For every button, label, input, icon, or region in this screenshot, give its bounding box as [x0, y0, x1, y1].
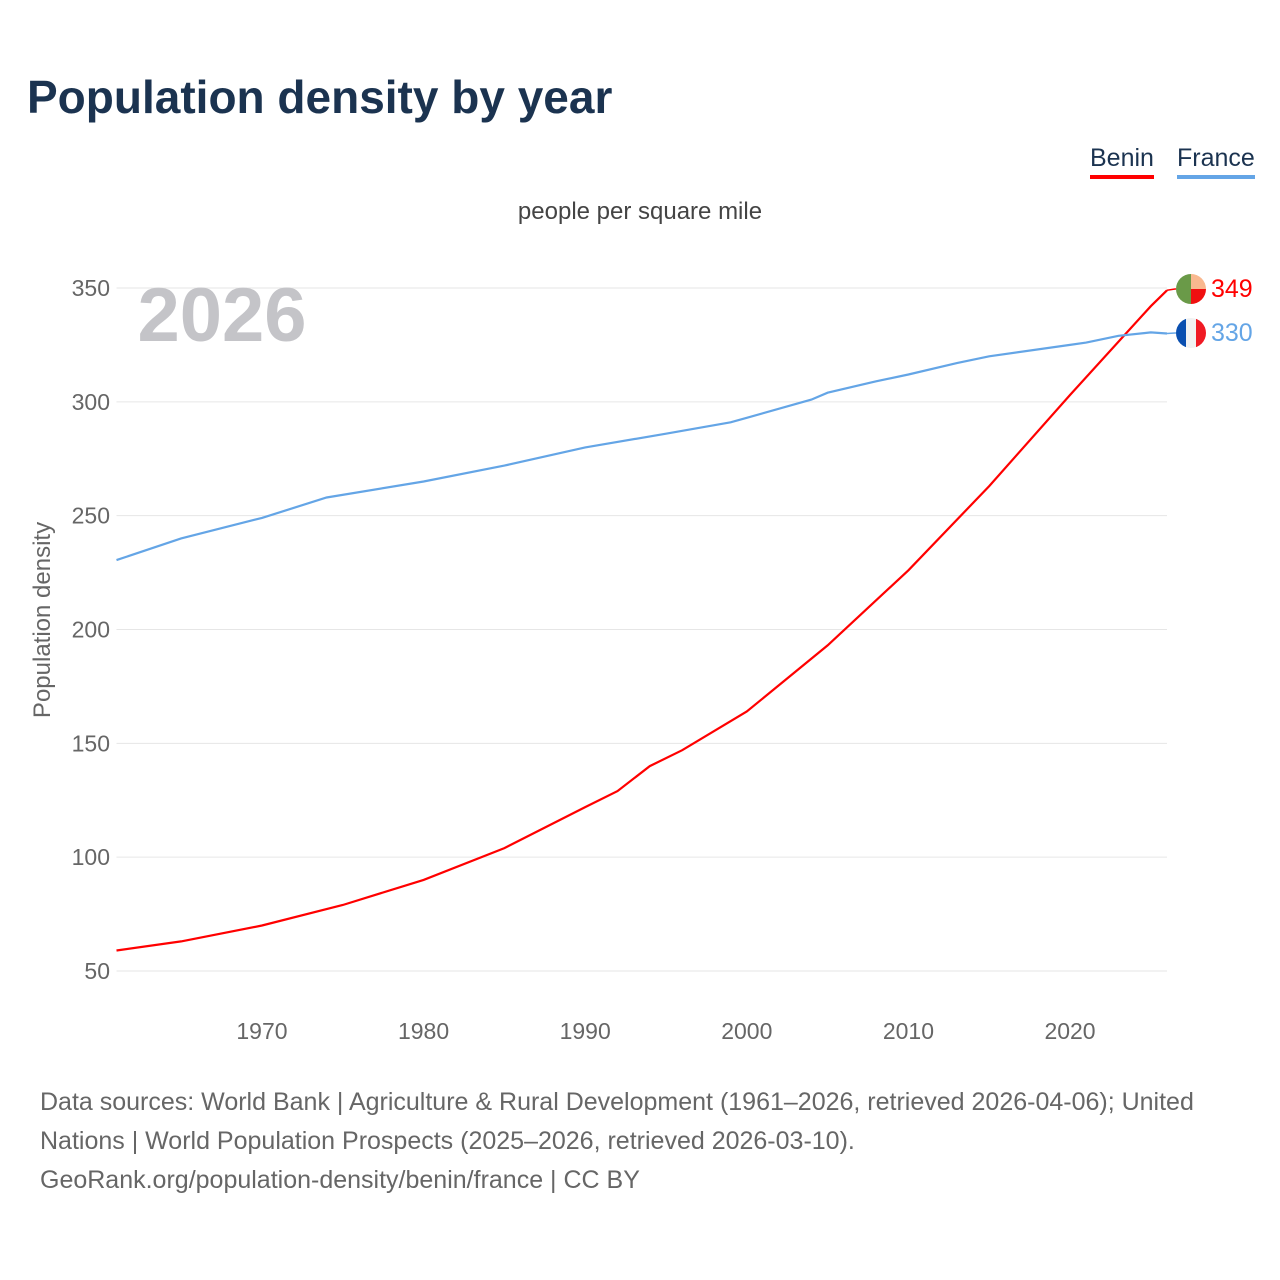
france-flag-icon — [1176, 318, 1206, 348]
chart-subtitle: people per square mile — [517, 198, 763, 225]
sources-text: Data sources: World Bank | Agriculture &… — [40, 1088, 1194, 1155]
y-tick-label: 150 — [72, 730, 110, 756]
y-tick-label: 300 — [72, 389, 110, 415]
x-tick-label: 2000 — [721, 1018, 772, 1044]
chart-title: Population density by year — [27, 71, 613, 123]
series-line-france[interactable] — [116, 331, 1168, 562]
line-chart: 50 100 150 200 250 300 350 1970 1980 1990 2000 2010… — [29, 273, 1253, 1044]
y-tick-label: 350 — [72, 275, 110, 301]
y-tick-label: 200 — [72, 617, 110, 643]
x-tick-label: 2020 — [1044, 1018, 1095, 1044]
x-tick-label: 2010 — [883, 1018, 934, 1044]
france-end-label: 330 — [1211, 319, 1253, 347]
y-tick-label: 100 — [72, 844, 110, 870]
x-tick-label: 1990 — [560, 1018, 611, 1044]
end-label-connector — [1166, 332, 1176, 335]
y-tick-label: 250 — [72, 503, 110, 529]
legend-item-benin[interactable]: Benin — [1090, 144, 1154, 179]
end-label-connector — [1166, 288, 1176, 292]
year-watermark: 2026 — [137, 273, 306, 358]
x-tick-label: 1970 — [236, 1018, 287, 1044]
series-line-benin[interactable] — [116, 289, 1168, 952]
y-axis-label: Population density — [29, 522, 56, 718]
data-sources: Data sources: World Bank | Agriculture &… — [40, 1083, 1250, 1200]
legend-item-france[interactable]: France — [1177, 144, 1255, 179]
x-tick-label: 1980 — [398, 1018, 449, 1044]
source-link[interactable]: GeoRank.org/population-density/benin/fra… — [40, 1166, 640, 1194]
benin-flag-icon — [1176, 274, 1206, 304]
y-tick-label: 50 — [84, 958, 110, 984]
benin-end-label: 349 — [1211, 275, 1253, 303]
